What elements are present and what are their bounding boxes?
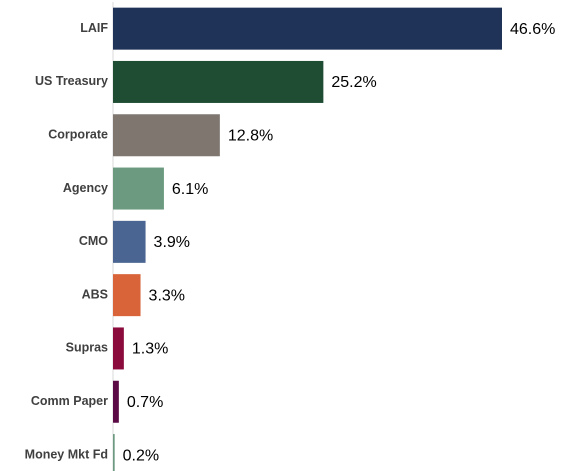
bar [113,327,124,370]
bar [113,380,119,423]
category-label: CMO [79,234,108,248]
bar [113,7,502,50]
value-label: 3.3% [149,287,185,304]
bar [113,274,141,317]
category-label: Agency [63,181,108,195]
category-label: Corporate [48,128,108,142]
bar [113,434,115,471]
value-label: 0.7% [127,394,163,411]
value-label: 3.9% [154,234,190,251]
category-label: ABS [82,287,108,301]
value-label: 0.2% [123,447,159,464]
category-label: Money Mkt Fd [25,447,108,461]
value-label: 6.1% [172,181,208,198]
value-label: 12.8% [228,127,273,144]
category-label: Supras [66,341,108,355]
value-label: 46.6% [510,21,555,38]
bar [113,167,164,210]
value-label: 25.2% [331,74,376,91]
bar [113,114,220,157]
value-label: 1.3% [132,341,168,358]
bar [113,220,146,263]
category-label: Comm Paper [31,394,108,408]
bar [113,60,324,103]
category-label: US Treasury [35,74,108,88]
category-label: LAIF [80,21,108,35]
